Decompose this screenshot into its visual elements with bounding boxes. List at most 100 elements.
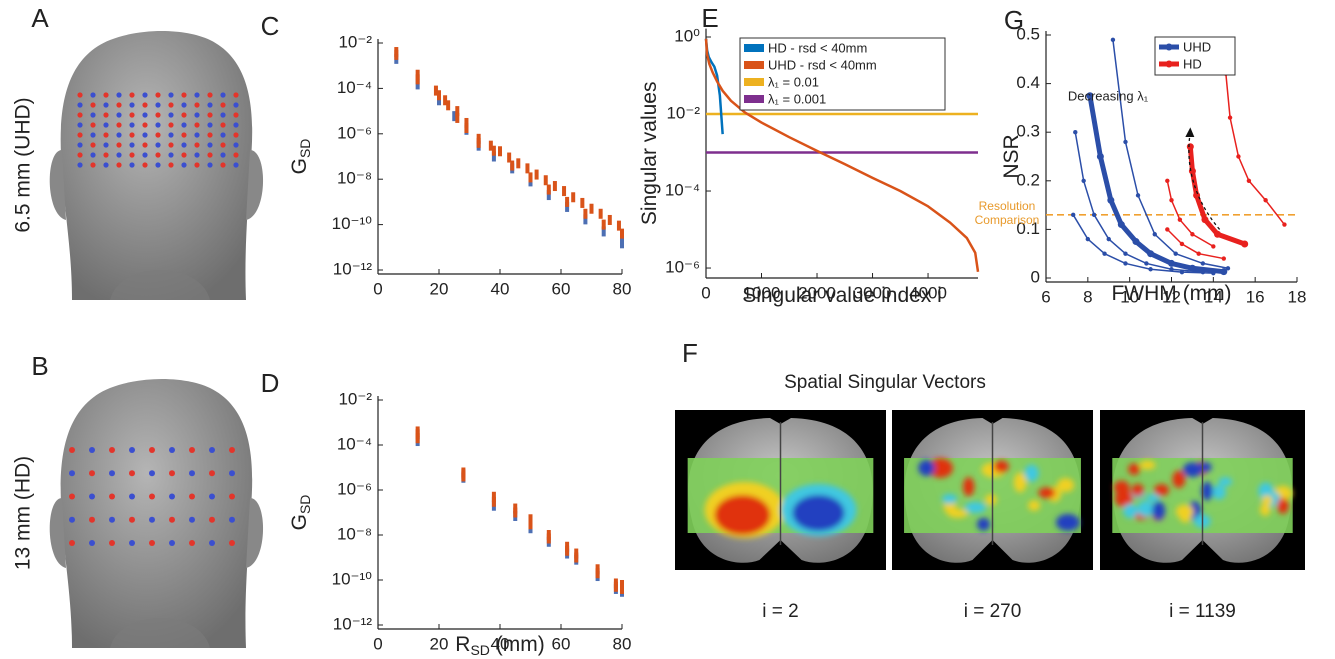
point (452, 111, 457, 122)
optode (181, 132, 187, 138)
optode (149, 516, 155, 523)
optode (103, 102, 109, 108)
marker (1169, 198, 1174, 203)
y-label-main: Singular values (638, 82, 661, 226)
x-label-main: Singular value index i (742, 284, 942, 307)
optode (207, 132, 213, 138)
point (394, 49, 399, 60)
marker (1282, 222, 1287, 227)
x-tick-label: 60 (552, 634, 571, 653)
marker (1096, 153, 1104, 160)
optode (181, 112, 187, 118)
point (543, 175, 548, 186)
optode (155, 132, 161, 138)
point (620, 228, 624, 239)
marker (1081, 178, 1086, 183)
x-tick-label: 10 (1120, 287, 1139, 306)
optode (233, 122, 239, 128)
y-axis-label: GSD (288, 139, 313, 175)
marker (1107, 196, 1115, 204)
optode (155, 152, 161, 158)
panel-label: C (261, 11, 280, 41)
point (510, 160, 515, 171)
optode (168, 142, 174, 148)
y-label-main: G (288, 514, 311, 530)
point (488, 140, 493, 151)
optode (109, 493, 115, 500)
optode (181, 102, 187, 108)
x-tick-label: 20 (430, 634, 449, 653)
x-tick-label: 18 (1288, 287, 1307, 306)
optode (103, 162, 109, 168)
optode (207, 122, 213, 128)
optode (129, 132, 135, 138)
neck-shade (110, 270, 210, 300)
optode (181, 92, 187, 98)
x-tick-label: 20 (430, 279, 449, 298)
optode (207, 102, 213, 108)
optode (103, 122, 109, 128)
x-tick-label: 12 (1162, 287, 1181, 306)
optode (149, 447, 155, 453)
point (598, 208, 603, 219)
optode (233, 162, 239, 168)
optode (189, 540, 195, 546)
optode (189, 493, 195, 500)
legend-label: UHD - rsd < 40mm (768, 57, 877, 72)
marker (1123, 251, 1128, 256)
blob (1013, 472, 1027, 493)
optode (116, 142, 122, 148)
marker (1188, 264, 1196, 272)
y-label-sub: SD (297, 495, 313, 514)
optode (89, 540, 95, 546)
y-tick-label: 10⁻¹⁰ (332, 569, 373, 588)
optode (168, 102, 174, 108)
optode (189, 447, 195, 453)
optode (109, 447, 115, 453)
optode (90, 132, 96, 138)
blob (714, 495, 771, 535)
optode (233, 112, 239, 118)
blob (1172, 470, 1186, 489)
optode (169, 447, 175, 453)
panel-label: E (701, 3, 718, 33)
activation-blobs (918, 458, 1080, 531)
x-tick-label: 0 (373, 279, 382, 298)
panel-label: G (1004, 5, 1024, 35)
x-tick-label: 4000 (909, 283, 947, 302)
legend-label: λ₁ = 0.01 (768, 74, 819, 89)
x-axis-label: FWHM (mm) (1111, 282, 1231, 305)
marker (1152, 232, 1157, 237)
point (513, 507, 518, 518)
optode (194, 152, 200, 158)
line (1087, 95, 1225, 275)
point (528, 519, 533, 530)
marker (1236, 154, 1241, 159)
optode (181, 152, 187, 158)
blob (1152, 501, 1166, 521)
blob (1154, 483, 1170, 496)
blob (1179, 510, 1192, 523)
y-label-sub: SD (297, 139, 313, 158)
y-tick-label: 10⁰ (674, 26, 700, 45)
point (461, 471, 466, 482)
y-tick-label: 10⁻² (338, 32, 372, 51)
marker (1263, 198, 1268, 203)
marker (1132, 238, 1140, 246)
point (455, 112, 460, 123)
optode (89, 493, 95, 500)
marker (1148, 267, 1153, 272)
optode (168, 92, 174, 98)
x-tick-label: 80 (613, 279, 632, 298)
y-axis-label: NSR (1000, 134, 1023, 178)
blob (977, 517, 991, 531)
heads: A 6.5 mm (UHD) B 13 mm (HD) (12, 3, 264, 648)
marker (1179, 269, 1185, 275)
x-tick-label: 8 (1083, 287, 1092, 306)
marker (1241, 240, 1249, 248)
marker (1135, 193, 1141, 198)
y-tick-label: 10⁻⁶ (665, 258, 700, 277)
optode (103, 132, 109, 138)
